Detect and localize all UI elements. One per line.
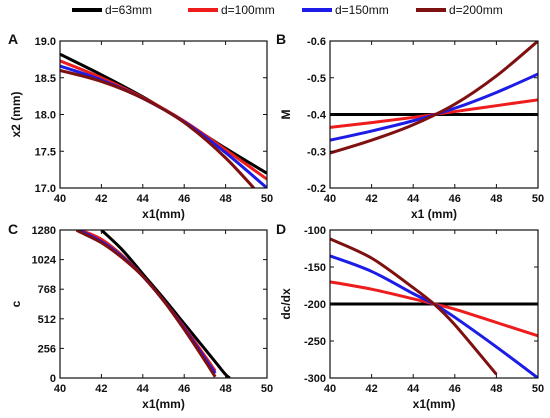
y-tick-label: 1280: [32, 225, 56, 237]
panel-D: 40 42 44 46 48 50 -100 -150 -200 -250 -300 x1(mm) dc…: [276, 221, 544, 411]
x-axis-label: x1(mm): [142, 207, 185, 221]
series-line-D-2: [330, 254, 538, 378]
x-tick-label: 48: [490, 193, 502, 205]
y-tick-label: -0.3: [307, 146, 326, 158]
y-tick-label: 17.0: [35, 183, 56, 195]
series-line-C-1: [80, 230, 217, 372]
y-axis-label: M: [279, 110, 293, 120]
x-tick-label: 42: [95, 193, 107, 205]
y-axis-label: x2 (mm): [9, 91, 23, 137]
x-tick-label: 50: [261, 383, 273, 395]
x-axis-label: x1(mm): [413, 397, 456, 411]
y-tick-label: 18.5: [35, 73, 56, 85]
y-tick-label: 17.5: [35, 146, 56, 158]
series-line-C-2: [76, 230, 217, 375]
panel-letter: D: [276, 221, 286, 237]
y-tick-label: -0.6: [307, 36, 326, 48]
y-tick-label: 512: [38, 314, 56, 326]
panel-B: 40 42 44 46 48 50 -0.2 -0.3 -0.4 -0.5 -0.6 x1 (mm) M…: [276, 31, 544, 221]
x-tick-label: 46: [178, 383, 190, 395]
series-group: [60, 52, 267, 188]
x-tick-label: 42: [365, 193, 377, 205]
series-group: [330, 41, 538, 155]
series-line-D-1: [330, 280, 538, 338]
y-tick-label: -300: [304, 373, 326, 385]
plot-frame: [59, 40, 268, 189]
legend-label-0: d=63mm: [105, 3, 152, 17]
plot-frame: [59, 229, 268, 379]
y-tick-label: -0.4: [307, 110, 327, 122]
x-tick-label: 46: [449, 193, 461, 205]
y-tick-label: -100: [304, 225, 326, 237]
y-tick-label: 256: [38, 343, 56, 355]
series-group: [75, 230, 231, 378]
x-tick-label: 50: [532, 193, 544, 205]
x-tick-label: 40: [54, 193, 66, 205]
series-group: [330, 237, 538, 378]
y-tick-label: -150: [304, 262, 326, 274]
x-tick-label: 44: [407, 193, 420, 205]
x-axis-label: x1(mm): [142, 397, 185, 411]
series-line-B-2: [330, 72, 538, 142]
y-tick-label: -200: [304, 299, 326, 311]
x-tick-label: 44: [137, 383, 150, 395]
y-tick-label: -0.5: [307, 73, 326, 85]
y-axis-label: dc/dx: [279, 288, 293, 320]
x-tick-label: 46: [178, 193, 190, 205]
series-line-D-3: [330, 237, 498, 376]
y-tick-label: 18.0: [35, 110, 56, 122]
x-tick-label: 44: [137, 193, 150, 205]
y-tick-label: 19.0: [35, 36, 56, 48]
series-line-A-3: [60, 68, 256, 188]
y-tick-label: -250: [304, 336, 326, 348]
legend: d=63mm d=100mm d=150mm d=200mm: [72, 3, 503, 17]
x-tick-label: 48: [490, 383, 502, 395]
panel-letter: B: [276, 31, 286, 47]
y-tick-label: -0.2: [307, 183, 326, 195]
legend-label-2: d=150mm: [335, 3, 389, 17]
x-tick-label: 42: [95, 383, 107, 395]
x-tick-label: 40: [324, 383, 336, 395]
panel-C: 40 42 44 46 48 50 0 256 512 768 1024 1280 x1(mm) c C: [8, 221, 273, 411]
y-tick-label: 1024: [32, 255, 57, 267]
x-tick-label: 42: [365, 383, 377, 395]
x-tick-label: 46: [449, 383, 461, 395]
panel-letter: C: [8, 221, 18, 237]
y-axis-label: c: [9, 300, 23, 307]
y-tick-label: 768: [38, 284, 56, 296]
x-tick-label: 44: [407, 383, 420, 395]
panel-A: 40 42 44 46 48 50 17.0 17.5 18.0 18.5 19.0 x1(mm) x2…: [8, 31, 273, 221]
legend-label-1: d=100mm: [221, 3, 275, 17]
x-tick-label: 48: [219, 193, 231, 205]
legend-label-3: d=200mm: [449, 3, 503, 17]
x-tick-label: 48: [219, 383, 231, 395]
x-tick-label: 40: [324, 193, 336, 205]
panels: 40 42 44 46 48 50 17.0 17.5 18.0 18.5 19.0 x1(mm) x2…: [8, 31, 544, 411]
series-line-B-3: [330, 41, 538, 155]
x-axis-label: x1 (mm): [411, 207, 457, 221]
series-line-C-0: [100, 230, 231, 378]
series-line-C-3: [75, 230, 217, 378]
panel-letter: A: [8, 31, 18, 47]
x-tick-label: 50: [261, 193, 273, 205]
x-tick-label: 50: [532, 383, 544, 395]
y-tick-label: 0: [50, 373, 56, 385]
x-tick-label: 40: [54, 383, 66, 395]
